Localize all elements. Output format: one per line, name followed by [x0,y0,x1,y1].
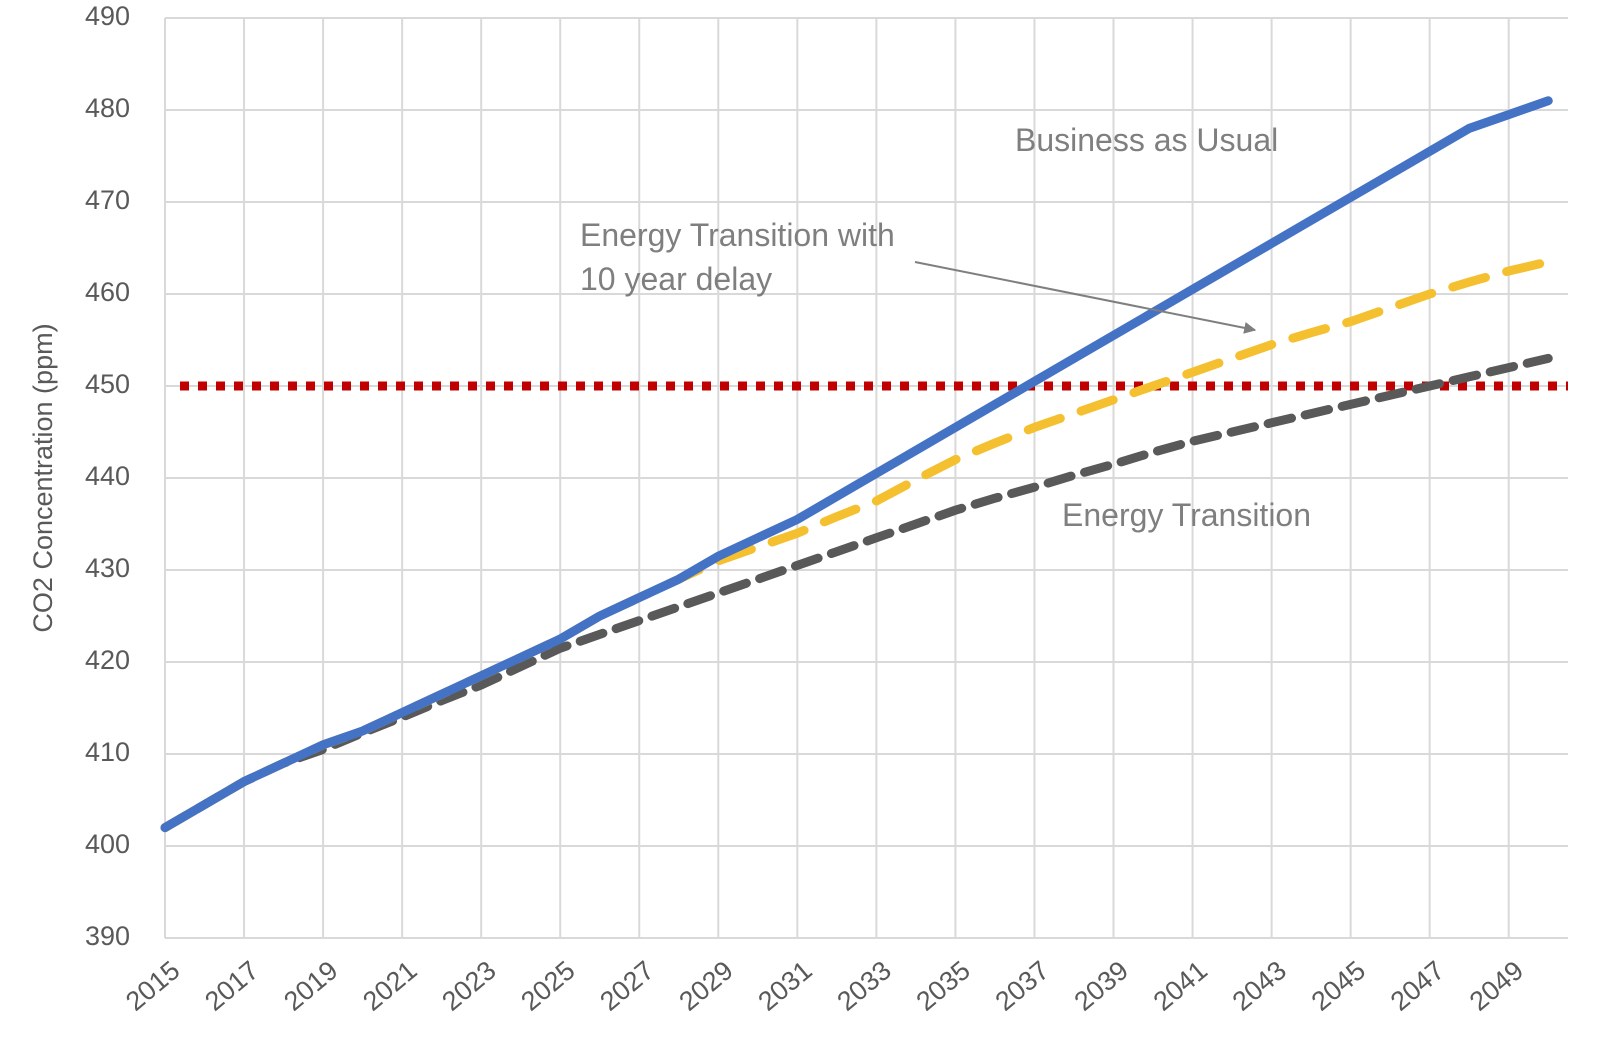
x-tick-label: 2039 [1069,955,1134,1017]
series-line [160,353,1553,833]
y-axis-title: CO2 Concentration (ppm) [28,323,58,632]
y-tick-label: 440 [85,461,130,491]
y-tick-label: 410 [85,737,130,767]
y-tick-label: 390 [85,921,130,951]
x-tick-label: 2025 [515,955,580,1017]
y-tick-label: 480 [85,93,130,123]
x-tick-label: 2015 [120,955,185,1017]
x-tick-label: 2035 [911,955,976,1017]
x-tick-label: 2031 [752,955,817,1017]
y-tick-label: 460 [85,277,130,307]
x-tick-label: 2023 [436,955,501,1017]
x-tick-label: 2047 [1385,955,1450,1017]
y-tick-label: 470 [85,185,130,215]
x-tick-label: 2049 [1464,955,1529,1017]
annotation: Energy Transition with 10 year delay [580,217,895,297]
annotation: Energy Transition [1062,497,1312,533]
x-tick-label: 2017 [199,955,264,1017]
x-tick-label: 2027 [594,955,659,1017]
x-tick-label: 2033 [832,955,897,1017]
x-tick-label: 2043 [1227,955,1292,1017]
y-tick-label: 450 [85,369,130,399]
y-tick-label: 430 [85,553,130,583]
x-tick-label: 2037 [990,955,1055,1017]
y-tick-label: 420 [85,645,130,675]
x-tick-label: 2021 [357,955,422,1017]
x-tick-label: 2019 [278,955,343,1017]
y-tick-label: 490 [85,1,130,31]
x-tick-label: 2041 [1148,955,1213,1017]
x-tick-label: 2029 [673,955,738,1017]
y-tick-label: 400 [85,829,130,859]
x-tick-label: 2045 [1306,955,1371,1017]
series-line [160,96,1553,833]
annotation: Business as Usual [1015,122,1279,158]
annotation-arrow [914,261,1257,334]
